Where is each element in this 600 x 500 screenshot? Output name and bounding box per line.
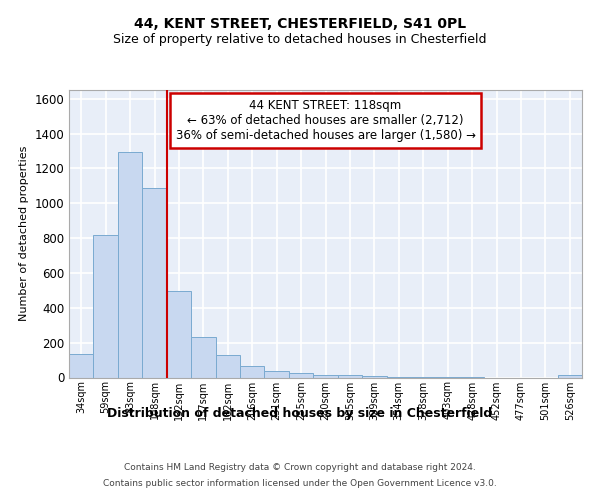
Text: Distribution of detached houses by size in Chesterfield: Distribution of detached houses by size … [107,408,493,420]
Bar [240,366,265,378]
Bar [313,375,338,378]
Bar [338,376,362,378]
Text: Contains HM Land Registry data © Crown copyright and database right 2024.: Contains HM Land Registry data © Crown c… [124,464,476,472]
Bar [191,337,215,378]
Text: 44, KENT STREET, CHESTERFIELD, S41 0PL: 44, KENT STREET, CHESTERFIELD, S41 0PL [134,18,466,32]
Text: Contains public sector information licensed under the Open Government Licence v3: Contains public sector information licen… [103,478,497,488]
Y-axis label: Number of detached properties: Number of detached properties [19,146,29,322]
Bar [289,373,313,378]
Bar [215,355,240,378]
Text: Size of property relative to detached houses in Chesterfield: Size of property relative to detached ho… [113,32,487,46]
Bar [557,375,582,378]
Bar [69,354,94,378]
Bar [118,152,142,378]
Bar [142,188,167,378]
Bar [265,371,289,378]
Bar [94,236,118,378]
Bar [362,376,386,378]
Bar [167,291,191,378]
Bar [386,377,411,378]
Text: 44 KENT STREET: 118sqm
← 63% of detached houses are smaller (2,712)
36% of semi-: 44 KENT STREET: 118sqm ← 63% of detached… [176,98,476,142]
